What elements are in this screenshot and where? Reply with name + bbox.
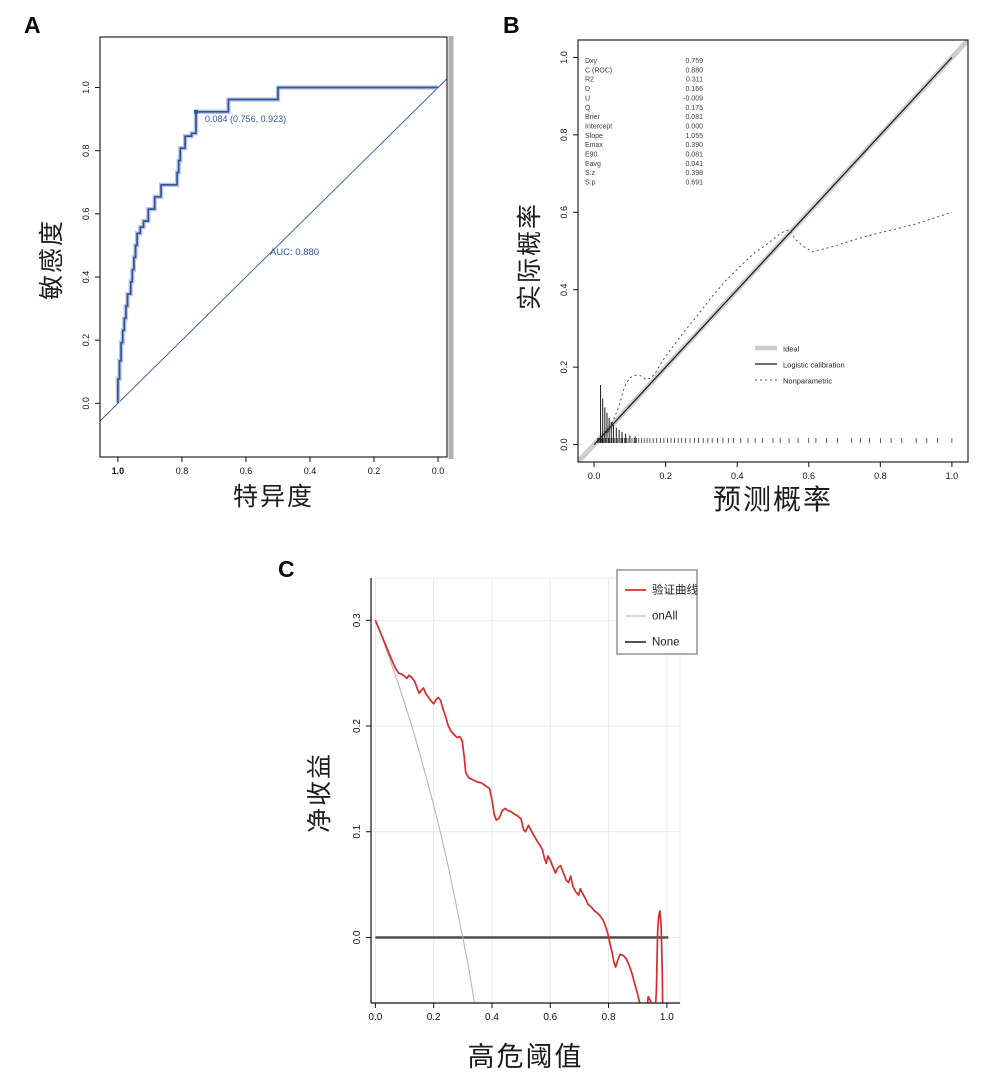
svg-text:0.2: 0.2 [352, 719, 363, 733]
svg-text:0.166: 0.166 [685, 86, 703, 93]
svg-text:0.4: 0.4 [304, 466, 317, 476]
dca-x-axis-title: 高危阈值 [467, 1042, 584, 1073]
svg-text:AUC: 0.880: AUC: 0.880 [270, 247, 319, 258]
svg-text:0.8: 0.8 [874, 471, 887, 481]
svg-text:Slope: Slope [585, 133, 603, 140]
svg-text:0.041: 0.041 [685, 161, 703, 168]
panel-dca: C 0.0 0.2 0.4 0.6 0.8 1.0 0.0 0.1 0.2 0.3 验证曲线 onAl… [250, 548, 770, 1073]
panel-c-label: C [278, 556, 295, 582]
svg-text:0.759: 0.759 [685, 58, 703, 65]
svg-text:0.311: 0.311 [686, 77, 703, 84]
svg-text:0.8: 0.8 [602, 1012, 616, 1023]
svg-text:None: None [652, 637, 680, 649]
svg-text:D: D [585, 86, 590, 93]
roc-chart: 1.0 0.8 0.6 0.4 0.2 0.0 0.0 0.2 0.4 0.6 0.8 1.0 0.08… [81, 36, 454, 476]
svg-text:0.6: 0.6 [543, 1012, 557, 1023]
panel-calibration: B 0.0 0.2 0.4 0.6 0.8 1.0 0.0 0.2 0.4 0.6 0.8 1.0 Dx… [500, 0, 999, 548]
svg-text:0.2: 0.2 [659, 471, 672, 481]
svg-text:0.8: 0.8 [176, 466, 189, 476]
svg-text:Ideal: Ideal [783, 345, 800, 354]
svg-text:Logistic calibration: Logistic calibration [783, 361, 845, 370]
roc-y-axis-title: 敏感度 [37, 218, 66, 300]
panel-roc: A 1.0 0.8 0.6 0.4 0.2 0.0 0.0 0.2 0.4 0.6 0.8 1.0 0.… [0, 0, 500, 548]
svg-text:0.0: 0.0 [368, 1012, 382, 1023]
svg-text:S:z: S:z [585, 170, 596, 177]
svg-text:0.691: 0.691 [685, 180, 703, 187]
svg-text:0.3: 0.3 [352, 613, 363, 627]
svg-text:1.0: 1.0 [112, 466, 125, 476]
svg-text:onAll: onAll [652, 611, 678, 623]
panel-a-label: A [24, 12, 41, 38]
svg-text:-0.009: -0.009 [683, 95, 703, 102]
svg-text:0.8: 0.8 [81, 144, 91, 157]
svg-text:0.081: 0.081 [685, 114, 703, 121]
svg-text:0.0: 0.0 [588, 471, 601, 481]
svg-text:Intercept: Intercept [585, 123, 612, 130]
svg-text:0.6: 0.6 [240, 466, 253, 476]
svg-text:0.0: 0.0 [559, 438, 569, 451]
svg-text:0.175: 0.175 [685, 105, 703, 112]
svg-text:Nonparametric: Nonparametric [783, 377, 832, 386]
svg-text:0.8: 0.8 [559, 129, 569, 142]
svg-text:0.0: 0.0 [352, 930, 363, 944]
svg-text:Brier: Brier [585, 114, 600, 121]
svg-text:E90: E90 [585, 152, 598, 159]
svg-text:0.4: 0.4 [731, 471, 744, 481]
svg-text:0.398: 0.398 [685, 170, 703, 177]
svg-text:0.0: 0.0 [432, 466, 445, 476]
dca-y-axis-title: 净收益 [305, 751, 334, 833]
svg-text:1.0: 1.0 [81, 81, 91, 94]
svg-text:Q: Q [585, 105, 591, 112]
dca-chart: 0.0 0.2 0.4 0.6 0.8 1.0 0.0 0.1 0.2 0.3 验证曲线 onAll N… [352, 569, 698, 1023]
svg-text:1.055: 1.055 [685, 133, 703, 140]
svg-text:0.6: 0.6 [81, 208, 91, 221]
svg-text:0.2: 0.2 [427, 1012, 441, 1023]
svg-text:S:p: S:p [585, 180, 596, 187]
calibration-x-axis-title: 预测概率 [712, 483, 833, 516]
svg-text:0.2: 0.2 [559, 361, 569, 374]
svg-text:0.1: 0.1 [352, 824, 363, 838]
calibration-chart: 0.0 0.2 0.4 0.6 0.8 1.0 0.0 0.2 0.4 0.6 0.8 1.0 Dxy 0… [559, 39, 969, 481]
svg-text:C (ROC): C (ROC) [585, 67, 612, 74]
svg-text:0.4: 0.4 [559, 283, 569, 296]
svg-text:0.2: 0.2 [81, 334, 91, 347]
svg-text:0.0: 0.0 [81, 397, 91, 410]
svg-text:1.0: 1.0 [660, 1012, 674, 1023]
svg-text:验证曲线: 验证曲线 [652, 583, 698, 597]
svg-text:0.880: 0.880 [685, 67, 703, 74]
svg-text:Eavg: Eavg [585, 161, 601, 168]
svg-text:0.390: 0.390 [685, 142, 703, 149]
roc-x-axis-title: 特异度 [232, 482, 314, 511]
svg-text:0.000: 0.000 [685, 123, 703, 130]
svg-text:0.6: 0.6 [559, 206, 569, 219]
svg-text:1.0: 1.0 [559, 51, 569, 64]
svg-text:0.6: 0.6 [803, 471, 816, 481]
svg-text:0.081: 0.081 [685, 152, 703, 159]
svg-text:0.4: 0.4 [485, 1012, 499, 1023]
calibration-y-axis-title: 实际概率 [515, 201, 544, 310]
svg-text:0.4: 0.4 [81, 271, 91, 284]
svg-text:Emax: Emax [585, 142, 603, 149]
svg-text:1.0: 1.0 [946, 471, 959, 481]
svg-text:R2: R2 [585, 77, 594, 84]
panel-b-label: B [503, 12, 520, 38]
svg-text:0.084 (0.756, 0.923): 0.084 (0.756, 0.923) [205, 114, 286, 124]
svg-text:0.2: 0.2 [368, 466, 381, 476]
svg-text:U: U [585, 95, 590, 102]
svg-text:Dxy: Dxy [585, 58, 598, 65]
